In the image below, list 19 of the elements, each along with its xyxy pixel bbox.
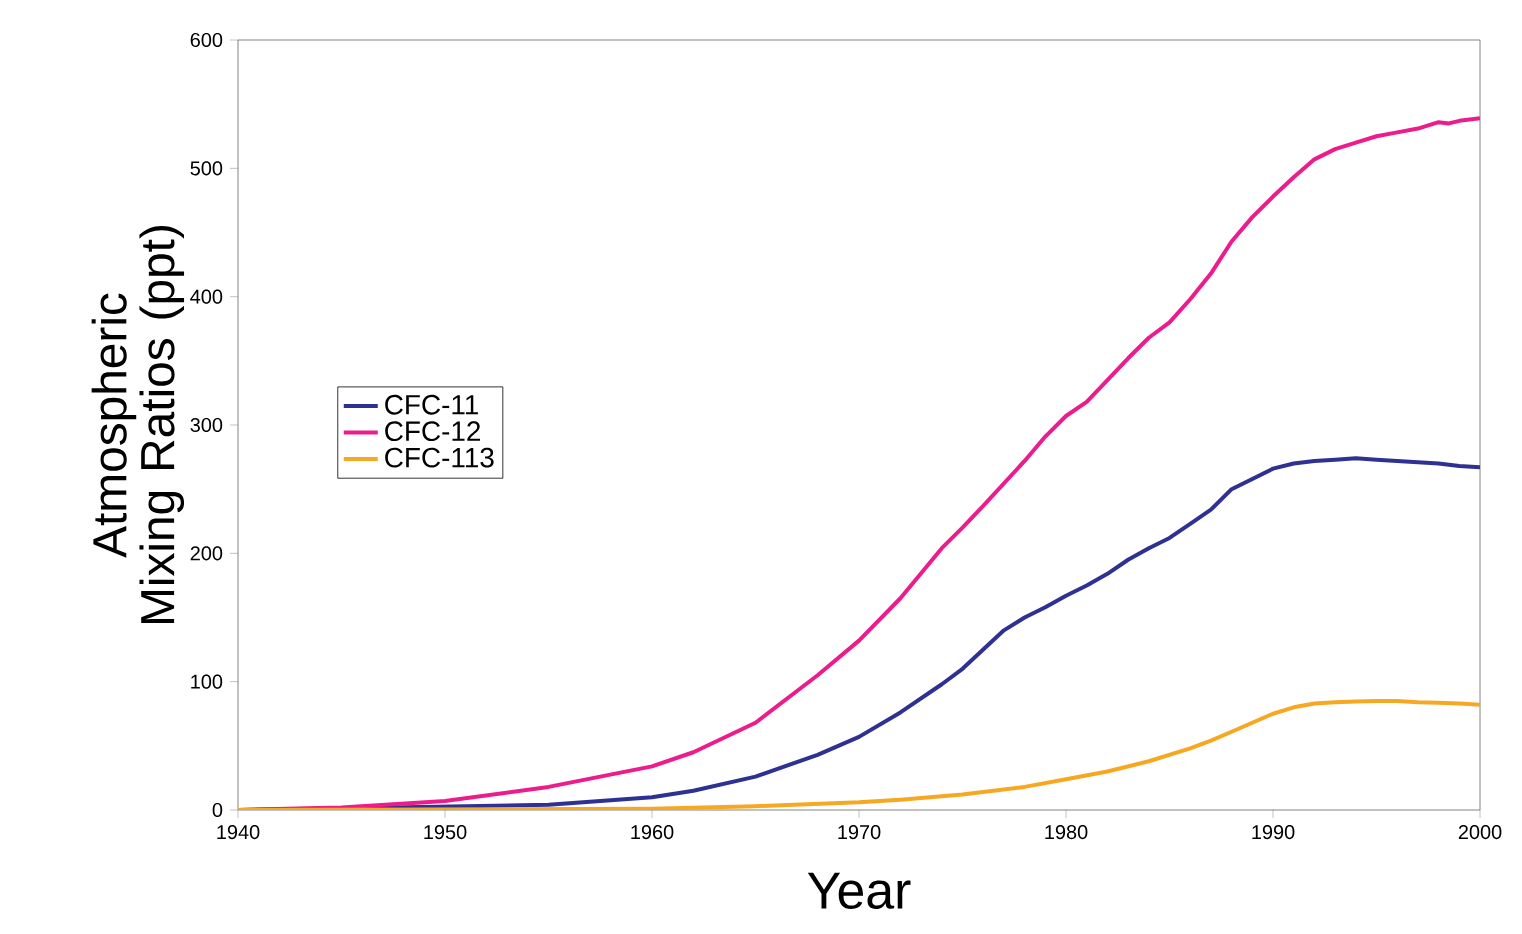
y-tick-label: 300 (190, 417, 223, 433)
x-tick-label: 1940 (217, 825, 260, 840)
legend-label: CFC-12 (385, 421, 481, 442)
x-axis-title: Year (807, 872, 911, 909)
y-axis-title: Atmospheric Mixing Ratios (ppt) (91, 226, 185, 624)
x-tick-label: 1970 (838, 825, 881, 840)
x-tick-label: 1950 (424, 825, 467, 840)
x-tick-label: 2000 (1458, 825, 1502, 840)
y-tick-label: 400 (190, 289, 223, 304)
y-tick-label: 0 (212, 802, 223, 818)
x-tick-label: 1980 (1045, 825, 1088, 840)
x-tick-label: 1990 (1252, 825, 1295, 840)
legend-label: CFC-11 (385, 394, 478, 415)
x-tick-label: 1960 (631, 825, 674, 840)
y-tick-label: 600 (190, 32, 223, 48)
legend-label: CFC-113 (385, 447, 494, 468)
y-tick-label: 200 (190, 546, 223, 561)
y-tick-label: 100 (191, 674, 223, 689)
y-tick-label: 500 (190, 161, 223, 176)
